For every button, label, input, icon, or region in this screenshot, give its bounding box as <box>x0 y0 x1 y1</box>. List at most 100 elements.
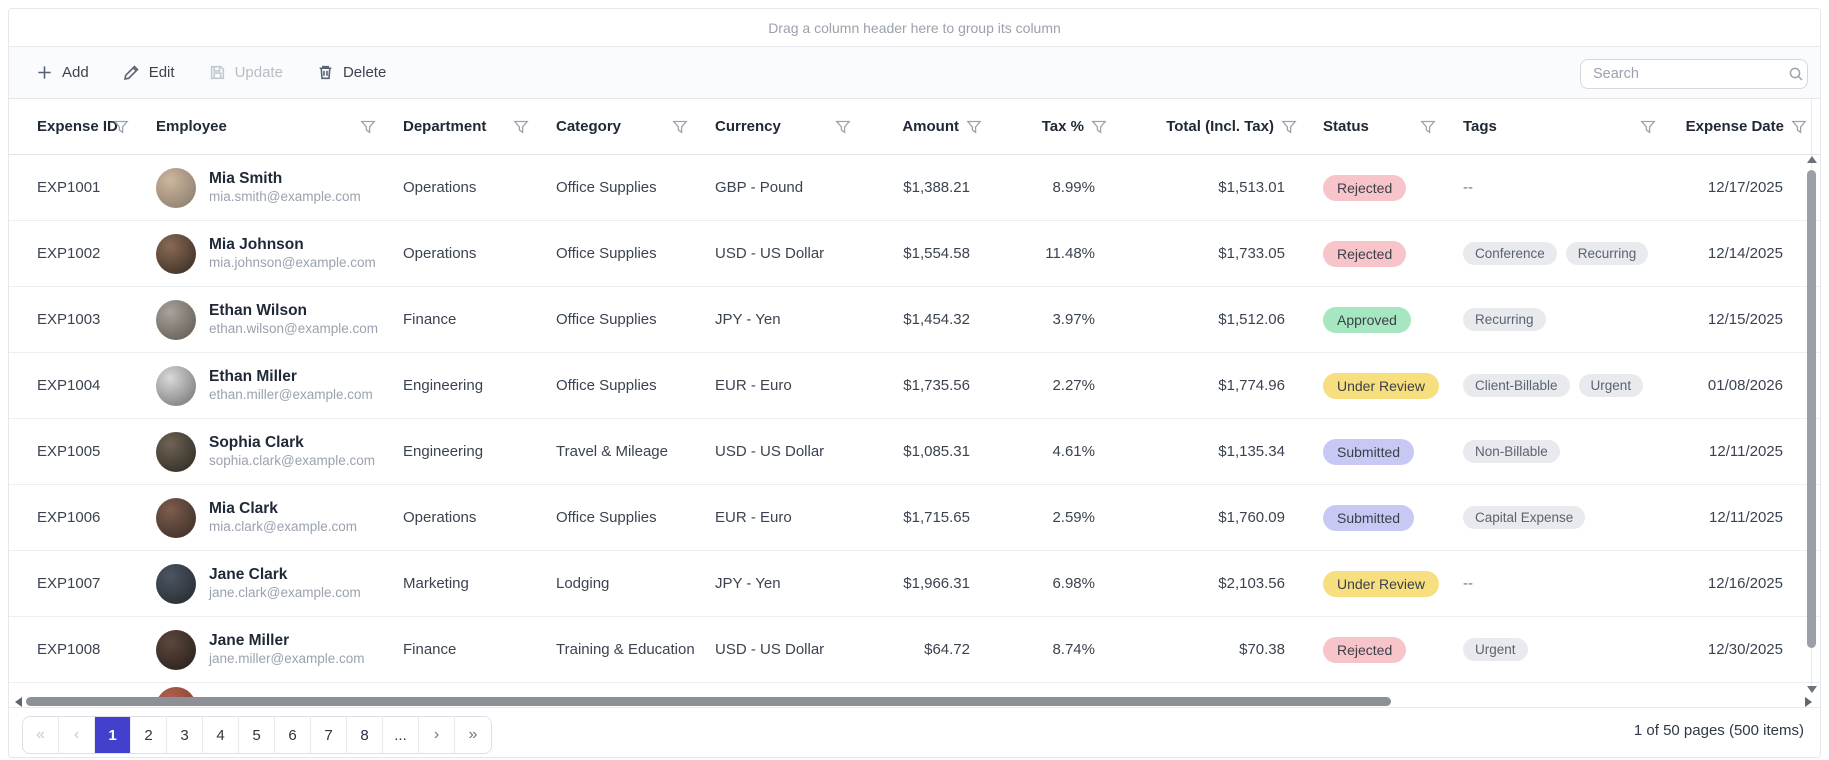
filter-icon[interactable] <box>1281 119 1297 135</box>
delete-button[interactable]: Delete <box>315 60 388 85</box>
pager-page-3[interactable]: 3 <box>167 717 203 753</box>
total-cell: $1,733.05 <box>1119 245 1309 262</box>
table-row[interactable]: EXP1004 Ethan Miller ethan.miller@example.… <box>9 353 1820 419</box>
pager-page-4[interactable]: 4 <box>203 717 239 753</box>
empty-tags: -- <box>1463 575 1473 592</box>
group-panel[interactable]: Drag a column header here to group its c… <box>9 9 1820 47</box>
column-header-total[interactable]: Total (Incl. Tax) <box>1119 99 1309 154</box>
status-cell: Rejected <box>1309 636 1449 663</box>
category: Office Supplies <box>556 377 657 394</box>
category-cell: Office Supplies <box>542 179 701 196</box>
department-cell: Operations <box>389 509 542 526</box>
filter-icon[interactable] <box>113 119 129 135</box>
scroll-right-arrow-icon[interactable] <box>1805 697 1812 707</box>
table-row[interactable]: EXP1008 Jane Miller jane.miller@example.co… <box>9 617 1820 683</box>
column-header-department[interactable]: Department <box>389 99 542 154</box>
employee-email: mia.smith@example.com <box>209 189 361 205</box>
column-header-category[interactable]: Category <box>542 99 701 154</box>
search-input[interactable] <box>1581 66 1788 82</box>
tag-badge: Urgent <box>1463 638 1528 661</box>
expense-id-cell: EXP1007 <box>9 575 142 592</box>
column-header-tax[interactable]: Tax % <box>994 99 1119 154</box>
scroll-down-arrow-icon[interactable] <box>1807 686 1817 693</box>
scroll-left-arrow-icon[interactable] <box>15 697 22 707</box>
filter-icon[interactable] <box>1091 119 1107 135</box>
search-box[interactable] <box>1580 59 1808 89</box>
total-incl-tax: $1,774.96 <box>1218 377 1285 394</box>
pager-page-7[interactable]: 7 <box>311 717 347 753</box>
add-button[interactable]: Add <box>34 60 91 85</box>
tag-badge: Recurring <box>1565 242 1649 265</box>
table-row[interactable]: EXP1002 Mia Johnson mia.johnson@example.co… <box>9 221 1820 287</box>
category-cell: Travel & Mileage <box>542 443 701 460</box>
pager-page-6[interactable]: 6 <box>275 717 311 753</box>
table-row[interactable]: EXP1006 Mia Clark mia.clark@example.com Ope… <box>9 485 1820 551</box>
employee-email: mia.johnson@example.com <box>209 255 376 271</box>
column-header-currency[interactable]: Currency <box>701 99 864 154</box>
grid-toolbar: Add Edit Update Delete <box>9 47 1820 99</box>
tax-cell: 4.61% <box>994 443 1119 460</box>
column-header-label: Amount <box>902 118 959 135</box>
total-incl-tax: $1,512.06 <box>1218 311 1285 328</box>
filter-icon[interactable] <box>966 119 982 135</box>
currency: USD - US Dollar <box>715 443 825 460</box>
employee-name: Mia Johnson <box>209 236 304 254</box>
group-panel-text: Drag a column header here to group its c… <box>768 19 1061 36</box>
expense-id-cell: EXP1008 <box>9 641 142 658</box>
pencil-icon <box>123 65 139 80</box>
column-header-label: Tax % <box>1041 118 1084 135</box>
currency-cell: JPY - Yen <box>701 311 864 328</box>
filter-icon[interactable] <box>360 119 376 135</box>
status-badge: Approved <box>1323 306 1411 333</box>
expense-date: 12/11/2025 <box>1709 509 1783 526</box>
column-header-label: Employee <box>156 118 227 135</box>
category: Training & Education <box>556 641 695 658</box>
filter-icon[interactable] <box>835 119 851 135</box>
pager-last-page-button[interactable]: » <box>455 717 491 753</box>
column-header-tags[interactable]: Tags <box>1449 99 1669 154</box>
column-header-status[interactable]: Status <box>1309 99 1449 154</box>
tax-cell: 11.48% <box>994 245 1119 262</box>
currency-cell: JPY - Yen <box>701 575 864 592</box>
horizontal-scrollbar[interactable] <box>9 695 1820 709</box>
pager-next-page-button[interactable]: › <box>419 717 455 753</box>
column-header-employee[interactable]: Employee <box>142 99 389 154</box>
edit-button[interactable]: Edit <box>121 60 177 85</box>
pager-page-2[interactable]: 2 <box>131 717 167 753</box>
scroll-up-arrow-icon[interactable] <box>1807 156 1817 163</box>
employee-cell: Jane Clark jane.clark@example.com <box>142 563 389 604</box>
department: Marketing <box>403 575 469 592</box>
filter-icon[interactable] <box>513 119 529 135</box>
department: Engineering <box>403 443 484 460</box>
avatar <box>156 687 196 699</box>
filter-icon[interactable] <box>1791 119 1807 135</box>
employee-name: Ethan Miller <box>209 368 297 386</box>
amount-cell: $1,085.31 <box>864 443 994 460</box>
vertical-scroll-thumb[interactable] <box>1807 170 1816 648</box>
tags-cell: Capital Expense <box>1449 506 1669 529</box>
filter-icon[interactable] <box>672 119 688 135</box>
department: Operations <box>403 509 477 526</box>
pager-page-8[interactable]: 8 <box>347 717 383 753</box>
expense-date: 01/08/2026 <box>1707 377 1783 394</box>
status-badge: Under Review <box>1323 570 1439 597</box>
tags-cell: Client-Billable Urgent <box>1449 374 1669 397</box>
vertical-scrollbar[interactable] <box>1806 156 1818 693</box>
column-header-amount[interactable]: Amount <box>864 99 994 154</box>
pager-page-1[interactable]: 1 <box>95 717 131 753</box>
table-row[interactable]: EXP1005 Sophia Clark sophia.clark@example.… <box>9 419 1820 485</box>
employee-email: ethan.wilson@example.com <box>209 321 379 337</box>
currency: JPY - Yen <box>715 311 781 328</box>
column-header-expense_id[interactable]: Expense ID <box>9 99 142 154</box>
filter-icon[interactable] <box>1420 119 1436 135</box>
filter-icon[interactable] <box>1640 119 1656 135</box>
column-header-date[interactable]: Expense Date <box>1669 99 1819 154</box>
pager-page-5[interactable]: 5 <box>239 717 275 753</box>
tags-cell: Conference Recurring <box>1449 242 1669 265</box>
table-row[interactable]: EXP1007 Jane Clark jane.clark@example.com M… <box>9 551 1820 617</box>
tags-cell: Urgent <box>1449 638 1669 661</box>
expense-date-cell: 12/30/2025 <box>1669 641 1819 658</box>
horizontal-scroll-thumb[interactable] <box>26 697 1391 706</box>
table-row[interactable]: EXP1001 Mia Smith mia.smith@example.com Ope… <box>9 155 1820 221</box>
table-row[interactable]: EXP1003 Ethan Wilson ethan.wilson@example.… <box>9 287 1820 353</box>
